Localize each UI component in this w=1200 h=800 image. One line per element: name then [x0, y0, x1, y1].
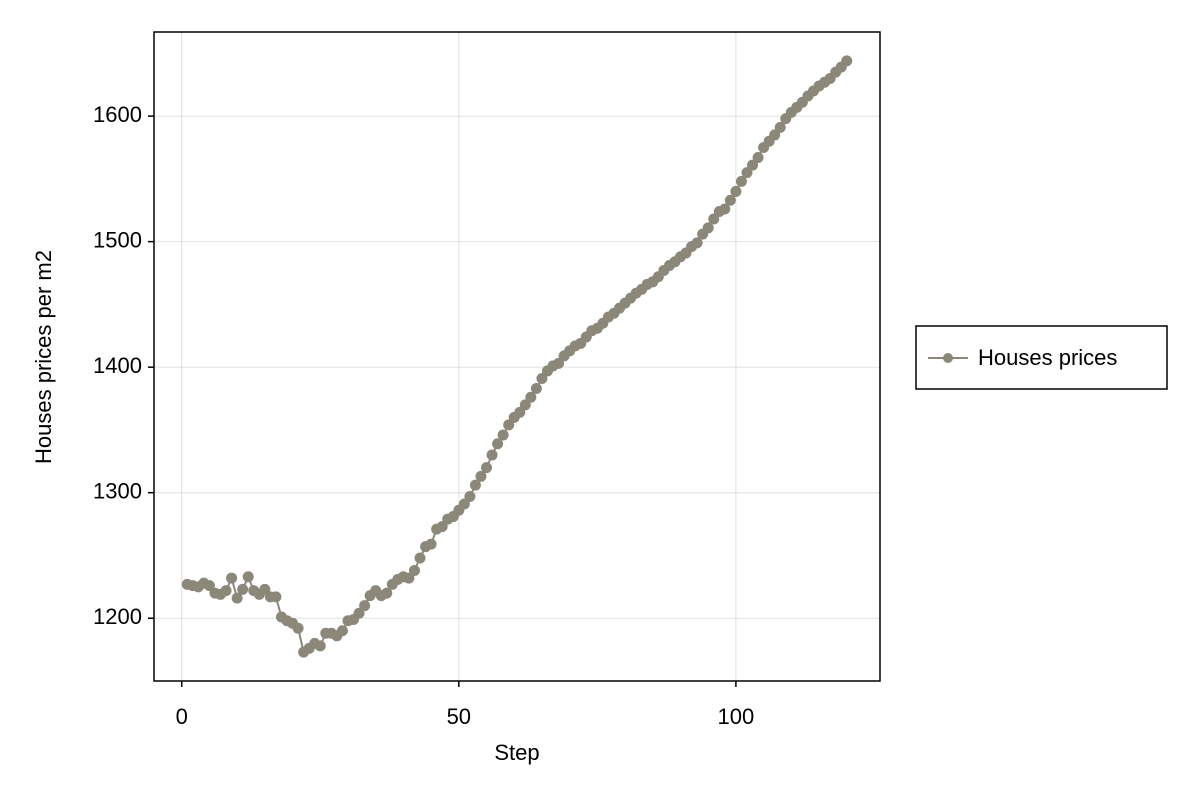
data-point [436, 521, 448, 533]
data-point [503, 419, 515, 431]
data-point [719, 203, 731, 215]
y-tick-label: 1600 [93, 102, 142, 127]
data-point [691, 237, 703, 249]
data-point [242, 571, 254, 583]
data-point [702, 222, 714, 234]
data-point [220, 585, 232, 597]
data-point [458, 498, 470, 510]
data-point [752, 152, 764, 164]
grid [154, 32, 880, 681]
data-point [492, 438, 504, 450]
legend-label: Houses prices [978, 345, 1117, 370]
data-point [497, 429, 509, 441]
data-point [403, 572, 415, 584]
y-tick-label: 1400 [93, 353, 142, 378]
data-point [408, 565, 420, 577]
data-point [735, 175, 747, 187]
data-point [464, 490, 476, 502]
y-tick-label: 1300 [93, 479, 142, 504]
data-point [525, 391, 537, 403]
data-point [314, 640, 326, 652]
data-point [292, 622, 304, 634]
data-point [536, 372, 548, 384]
data-point [481, 462, 493, 474]
data-point [237, 583, 249, 595]
data-point [486, 449, 498, 461]
data-point [353, 607, 365, 619]
y-tick-label: 1500 [93, 227, 142, 252]
data-point [226, 572, 238, 584]
legend: Houses prices [915, 325, 1168, 390]
plot-frame [153, 31, 881, 682]
data-point [259, 583, 271, 595]
y-tick-label: 1200 [93, 604, 142, 629]
data-point [359, 600, 371, 612]
data-point [741, 167, 753, 179]
data-point [730, 185, 742, 197]
data-point [519, 399, 531, 411]
data-point [708, 213, 720, 225]
x-tick-label: 100 [718, 704, 755, 729]
x-tick-label: 50 [447, 704, 471, 729]
data-point [336, 625, 348, 637]
data-point [469, 479, 481, 491]
data-point [514, 406, 526, 418]
data-point [425, 538, 437, 550]
legend-marker [943, 353, 953, 363]
data-point [475, 470, 487, 482]
y-axis-label: Houses prices per m2 [31, 250, 56, 464]
data-point [203, 580, 215, 592]
x-axis-label: Step [494, 740, 539, 765]
data-point [774, 121, 786, 133]
x-tick-label: 0 [176, 704, 188, 729]
data-point [231, 592, 243, 604]
data-point [841, 55, 853, 67]
data [181, 55, 853, 658]
data-point [553, 357, 565, 369]
data-point [769, 129, 781, 141]
data-point [747, 159, 759, 171]
data-point [414, 552, 426, 564]
data-point [381, 587, 393, 599]
data-point [270, 591, 282, 603]
data-point [724, 194, 736, 206]
data-point [530, 383, 542, 395]
